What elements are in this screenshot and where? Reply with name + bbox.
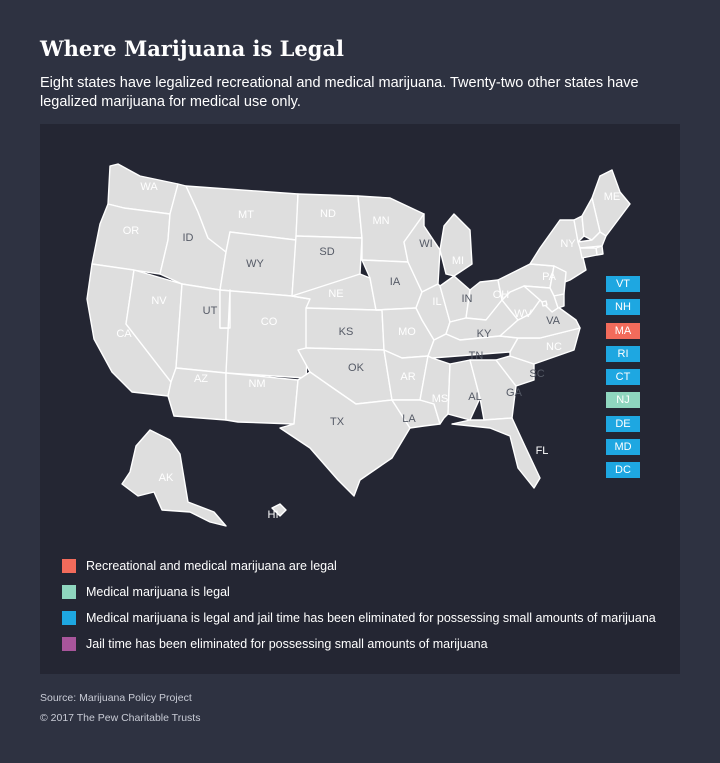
state-label-co: CO — [261, 316, 278, 328]
small-state-tag-ma: MA — [606, 322, 640, 339]
state-label-hi: HI — [268, 509, 279, 521]
state-label-mn: MN — [372, 215, 389, 227]
state-ak — [121, 429, 227, 527]
state-label-mt: MT — [238, 209, 254, 221]
small-state-tag-de: DE — [606, 415, 640, 432]
small-state-tag-vt: VT — [606, 276, 640, 292]
state-label-al: AL — [468, 391, 481, 403]
state-mi — [439, 213, 473, 277]
legend-item-medical-decrim: Medical marijuana is legal and jail time… — [62, 610, 656, 626]
small-states-list: VT NH MA RI CT NJ DE MD DC — [606, 276, 640, 486]
state-label-ny: NY — [560, 238, 576, 250]
state-fl — [451, 417, 541, 489]
state-label-id: ID — [183, 232, 194, 244]
state-label-fl: FL — [536, 445, 549, 457]
state-or — [91, 203, 171, 275]
small-state-tag-md: MD — [606, 439, 640, 456]
state-label-or: OR — [123, 225, 140, 237]
legend-swatch — [62, 585, 76, 599]
state-label-nv: NV — [151, 295, 167, 307]
state-label-in: IN — [462, 293, 473, 305]
small-state-tag-ct: CT — [606, 369, 640, 386]
state-label-il: IL — [432, 296, 441, 308]
state-co — [219, 289, 311, 379]
legend-item-recreational: Recreational and medical marijuana are l… — [62, 558, 656, 574]
state-tx — [279, 371, 411, 497]
legend-item-decrim: Jail time has been eliminated for posses… — [62, 636, 656, 652]
legend-label: Recreational and medical marijuana are l… — [86, 559, 337, 573]
state-nm — [225, 372, 299, 425]
us-map: WA OR CA NV ID MT WY UT CO AZ NM ND SD NE KS OK TX MN IA MO… — [86, 163, 631, 527]
state-label-ca: CA — [116, 328, 132, 340]
small-state-tag-nh: NH — [606, 299, 640, 316]
state-label-ar: AR — [400, 371, 415, 383]
state-label-me: ME — [604, 191, 621, 203]
state-label-ga: GA — [506, 387, 523, 399]
legend-swatch — [62, 559, 76, 573]
source-note: Source: Marijuana Policy Project — [40, 692, 192, 704]
state-label-ky: KY — [477, 328, 492, 340]
state-label-pa: PA — [542, 271, 557, 283]
state-label-ms: MS — [432, 393, 449, 405]
state-label-ne: NE — [328, 288, 343, 300]
page-title: Where Marijuana is Legal — [40, 36, 345, 61]
state-ct — [579, 247, 598, 259]
state-label-la: LA — [402, 413, 416, 425]
state-sc — [495, 355, 535, 387]
legend-label: Jail time has been eliminated for posses… — [86, 637, 488, 651]
state-label-ok: OK — [348, 362, 365, 374]
state-label-sd: SD — [319, 246, 334, 258]
state-label-az: AZ — [194, 373, 208, 385]
state-label-mo: MO — [398, 326, 416, 338]
small-state-tag-nj: NJ — [606, 392, 640, 409]
state-label-nc: NC — [546, 341, 562, 353]
legend-swatch — [62, 611, 76, 625]
state-md — [523, 285, 559, 313]
map-panel: WA OR CA NV ID MT WY UT CO AZ NM ND SD NE KS OK TX MN IA MO… — [40, 124, 680, 674]
legend-label: Medical marijuana is legal — [86, 585, 230, 599]
state-wi — [403, 213, 441, 293]
state-label-wi: WI — [419, 238, 432, 250]
small-state-tag-ri: RI — [606, 345, 640, 362]
copyright-note: © 2017 The Pew Charitable Trusts — [40, 712, 201, 724]
state-label-mi: MI — [452, 255, 464, 267]
state-label-tx: TX — [330, 416, 345, 428]
state-label-wy: WY — [246, 258, 264, 270]
state-label-ia: IA — [390, 276, 401, 288]
page-subtitle: Eight states have legalized recreational… — [40, 75, 639, 110]
small-state-tag-dc: DC — [606, 462, 640, 479]
state-hi — [271, 503, 287, 517]
state-label-wa: WA — [140, 181, 158, 193]
state-label-nd: ND — [320, 208, 336, 220]
state-label-ks: KS — [339, 326, 354, 338]
legend: Recreational and medical marijuana are l… — [62, 558, 656, 662]
legend-item-medical: Medical marijuana is legal — [62, 584, 656, 600]
state-label-oh: OH — [493, 289, 510, 301]
state-dc — [541, 300, 548, 307]
state-label-va: VA — [546, 315, 561, 327]
legend-label: Medical marijuana is legal and jail time… — [86, 611, 656, 625]
legend-swatch — [62, 637, 76, 651]
state-label-sc: SC — [529, 368, 544, 380]
state-label-nm: NM — [248, 378, 265, 390]
state-label-ak: AK — [159, 472, 174, 484]
state-label-ut: UT — [203, 305, 218, 317]
state-label-tn: TN — [469, 350, 484, 362]
state-label-wv: WV — [514, 308, 532, 320]
